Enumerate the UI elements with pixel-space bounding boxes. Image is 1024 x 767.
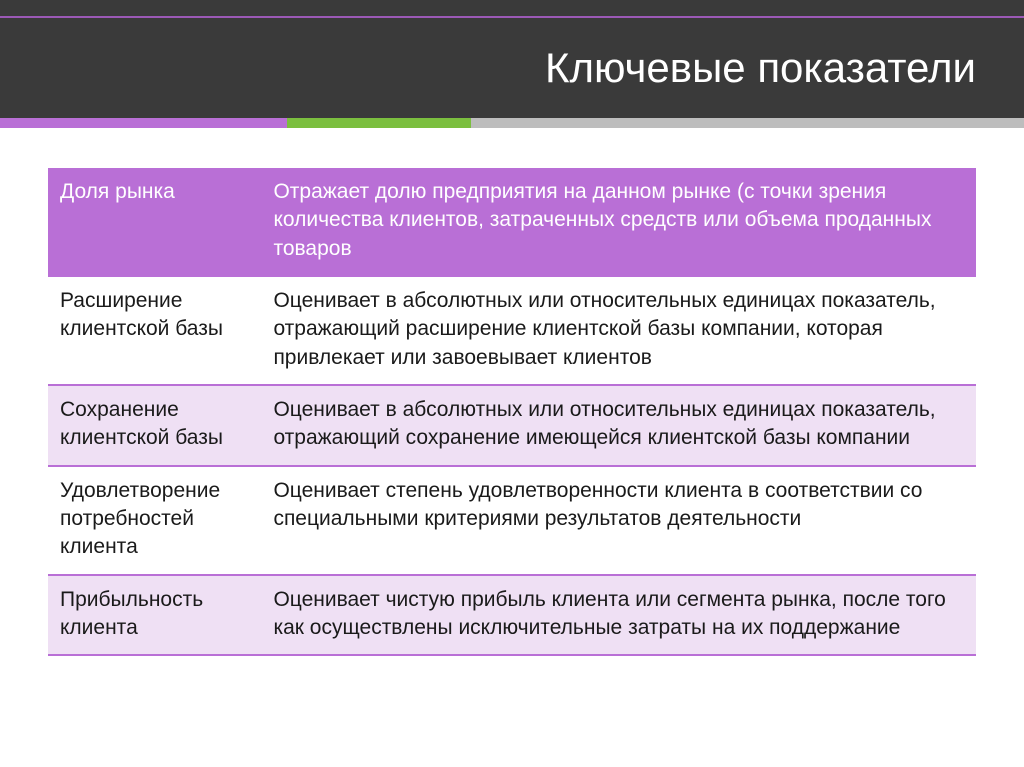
table-row: Доля рынкаОтражает долю предприятия на д…	[48, 168, 976, 276]
table-row: Прибыльность клиентаОценивает чистую при…	[48, 575, 976, 656]
kpi-description-cell: Оценивает в абсолютных или относительных…	[261, 276, 976, 385]
slide-header: Ключевые показатели	[0, 0, 1024, 128]
accent-bar	[0, 118, 1024, 128]
table-row: Сохранение клиентской базыОценивает в аб…	[48, 385, 976, 466]
table-row: Удовлетворение потребностей клиентаОцени…	[48, 466, 976, 575]
kpi-name-cell: Удовлетворение потребностей клиента	[48, 466, 261, 575]
kpi-description-cell: Отражает долю предприятия на данном рынк…	[261, 168, 976, 276]
kpi-table: Доля рынкаОтражает долю предприятия на д…	[48, 168, 976, 656]
top-stripe	[0, 0, 1024, 18]
kpi-description-cell: Оценивает чистую прибыль клиента или сег…	[261, 575, 976, 656]
kpi-name-cell: Сохранение клиентской базы	[48, 385, 261, 466]
accent-segment	[0, 118, 287, 128]
kpi-name-cell: Прибыльность клиента	[48, 575, 261, 656]
content-area: Доля рынкаОтражает долю предприятия на д…	[0, 128, 1024, 656]
title-band: Ключевые показатели	[0, 18, 1024, 118]
kpi-description-cell: Оценивает в абсолютных или относительных…	[261, 385, 976, 466]
accent-segment	[471, 118, 1024, 128]
kpi-description-cell: Оценивает степень удовлетворенности клие…	[261, 466, 976, 575]
kpi-name-cell: Расширение клиентской базы	[48, 276, 261, 385]
slide-title: Ключевые показатели	[545, 44, 976, 92]
table-row: Расширение клиентской базыОценивает в аб…	[48, 276, 976, 385]
kpi-name-cell: Доля рынка	[48, 168, 261, 276]
accent-segment	[287, 118, 471, 128]
